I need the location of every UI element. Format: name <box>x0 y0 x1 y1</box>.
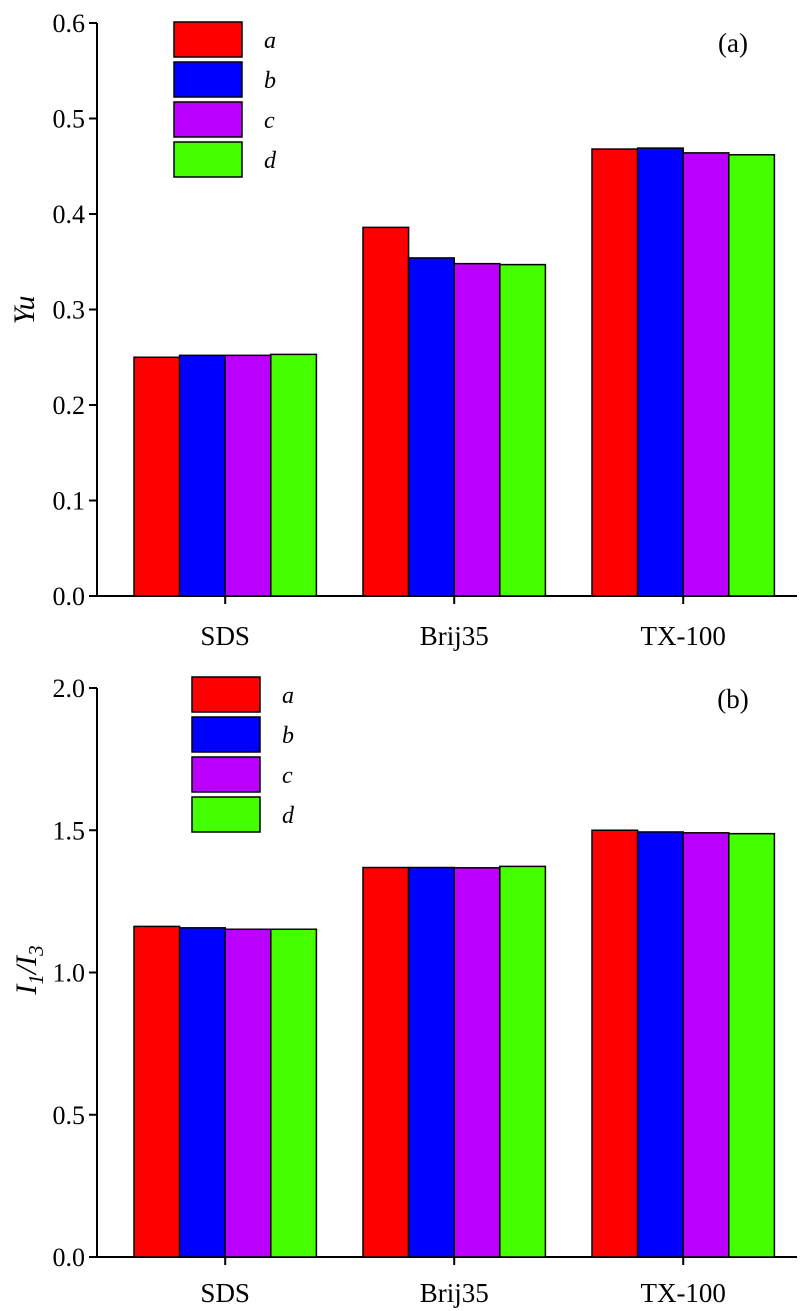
bar-a-brij35 <box>362 226 410 597</box>
y-tick-label: 0.3 <box>53 296 86 325</box>
legend-label-b: b <box>264 68 276 94</box>
y-tick-label: 0.0 <box>53 1243 86 1272</box>
y-axis-label-part: /I <box>10 954 43 976</box>
bar-a-tx-100 <box>591 829 639 1258</box>
legend-label-c: c <box>282 763 293 789</box>
bar-c-sds <box>224 354 272 597</box>
bar-c-sds <box>224 928 272 1258</box>
y-tick-label: 1.0 <box>53 959 86 988</box>
bar-d-sds <box>270 928 318 1258</box>
legend-swatch-a <box>173 21 243 58</box>
legend-swatch-c <box>173 101 243 138</box>
panel-label: (b) <box>717 684 748 714</box>
legend-swatch-d <box>173 141 243 178</box>
y-tick-label: 0.0 <box>53 582 86 611</box>
legend-label-d: d <box>264 148 277 174</box>
y-tick-label: 0.6 <box>53 9 86 38</box>
y-tick-label: 0.2 <box>53 391 86 420</box>
bar-d-brij35 <box>499 865 547 1258</box>
y-tick-label: 0.4 <box>53 200 86 229</box>
bar-c-brij35 <box>453 262 501 597</box>
y-axis-label-part: 3 <box>24 945 48 957</box>
bar-d-sds <box>270 353 318 597</box>
legend-label-b: b <box>282 723 294 749</box>
bar-d-tx-100 <box>728 832 776 1258</box>
legend-swatch-d <box>191 796 261 833</box>
legend-swatch-b <box>173 61 243 98</box>
bar-a-sds <box>133 925 181 1258</box>
bar-c-tx-100 <box>682 152 730 597</box>
x-category-label: SDS <box>200 621 250 651</box>
chart-panel-a: 0.0 0.1 0.2 0.3 0.4 0.5 0.6 SDS Brij35 TX-100 abcd… <box>8 9 797 651</box>
bar-b-sds <box>178 354 226 597</box>
bar-b-brij35 <box>407 257 455 597</box>
legend-label-a: a <box>264 28 276 54</box>
legend-swatch-b <box>191 716 261 753</box>
x-category-label: SDS <box>200 1278 250 1308</box>
y-axis-label-part: I <box>10 983 43 996</box>
y-tick-label: 0.5 <box>53 1101 86 1130</box>
y-tick-label: 1.5 <box>53 816 86 845</box>
legend-label-a: a <box>282 683 294 709</box>
bar-b-sds <box>178 927 226 1258</box>
bar-a-sds <box>133 356 181 597</box>
x-category-label: TX-100 <box>640 1278 725 1308</box>
panel-label: (a) <box>718 28 748 58</box>
y-tick-label: 0.5 <box>53 105 86 134</box>
y-axis-label: Yu <box>8 296 41 325</box>
bar-a-brij35 <box>362 866 410 1258</box>
y-axis-label-part: 1 <box>24 974 48 985</box>
bar-c-brij35 <box>453 867 501 1258</box>
x-category-label: Brij35 <box>420 621 489 651</box>
legend-label-d: d <box>282 803 295 829</box>
x-category-label: Brij35 <box>420 1278 489 1308</box>
y-axis-label: I1/I3 <box>10 945 48 995</box>
bar-c-tx-100 <box>682 832 730 1258</box>
legend-swatch-c <box>191 756 261 793</box>
bar-b-tx-100 <box>636 147 684 597</box>
legend-label-c: c <box>264 108 275 134</box>
bar-b-tx-100 <box>636 831 684 1258</box>
legend-swatch-a <box>191 676 261 713</box>
y-tick-label: 0.1 <box>53 487 86 516</box>
y-tick-label: 2.0 <box>53 674 86 703</box>
bar-d-tx-100 <box>728 154 776 597</box>
bar-d-brij35 <box>499 263 547 597</box>
bar-b-brij35 <box>407 866 455 1258</box>
bar-a-tx-100 <box>591 148 639 597</box>
x-category-label: TX-100 <box>640 621 725 651</box>
